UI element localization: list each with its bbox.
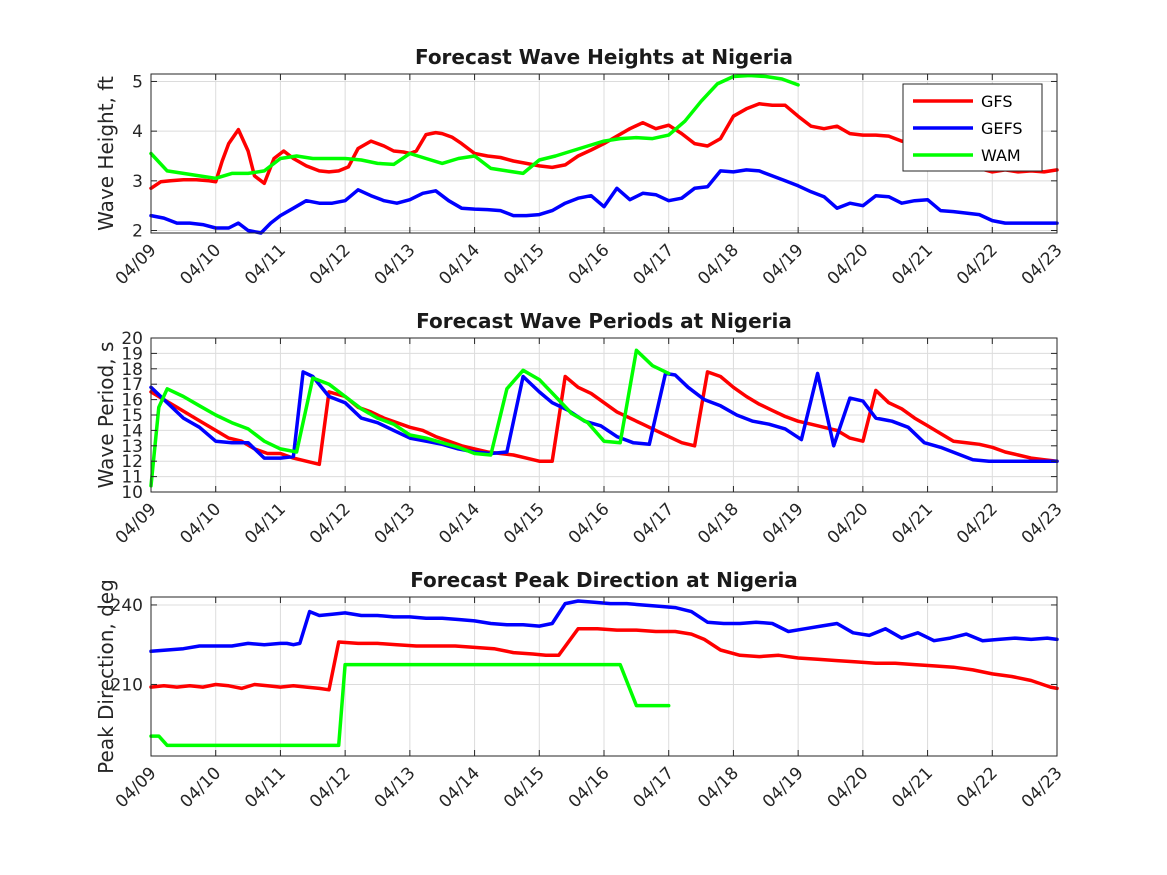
period-y-tick-label: 15	[121, 406, 143, 426]
direction-x-tick-label: 04/14	[435, 763, 484, 812]
height-x-tick-label: 04/19	[759, 240, 808, 289]
direction-x-tick-label: 04/21	[888, 763, 937, 812]
period-y-tick-label: 11	[121, 468, 143, 488]
height-x-tick-label: 04/21	[888, 240, 937, 289]
period-x-tick-label: 04/12	[306, 499, 355, 548]
direction-x-tick-label: 04/19	[759, 763, 808, 812]
legend-label-gfs: GFS	[981, 92, 1012, 111]
period-y-tick-label: 17	[121, 375, 143, 395]
height-series-gfs-line	[149, 102, 1059, 191]
height-x-tick-label: 04/16	[565, 240, 614, 289]
period-x-tick-label: 04/22	[953, 499, 1002, 548]
period-y-tick-label: 18	[121, 360, 143, 380]
period-x-tick-label: 04/13	[371, 499, 420, 548]
legend-label-wam: WAM	[981, 146, 1021, 165]
period-y-tick-label: 12	[121, 452, 143, 472]
wave-height-panel: 2 3 4 5 04/09 04/10 04/11 04/12 04/13 04/14 04/15 0…	[94, 45, 1067, 289]
direction-x-tick-label: 04/10	[176, 763, 225, 812]
height-x-tick-label: 04/11	[241, 240, 290, 289]
direction-x-tick-label: 04/20	[824, 763, 873, 812]
direction-x-tick-label: 04/09	[112, 763, 161, 812]
period-y-tick-label: 13	[121, 437, 143, 457]
period-x-tick-label: 04/09	[112, 499, 161, 548]
period-x-tick-label: 04/20	[824, 499, 873, 548]
direction-x-tick-label: 04/16	[565, 763, 614, 812]
height-x-tick-label: 04/12	[306, 240, 355, 289]
height-x-tick-label: 04/22	[953, 240, 1002, 289]
period-y-axis-label: Wave Period, s	[94, 342, 118, 489]
period-x-tick-label: 04/15	[500, 499, 549, 548]
direction-y-tick-label: 240	[111, 596, 143, 616]
period-y-tick-label: 14	[121, 421, 143, 441]
height-x-tick-label: 04/18	[694, 240, 743, 289]
height-x-tick-label: 04/20	[824, 240, 873, 289]
direction-series-gefs-line	[149, 599, 1059, 654]
height-grid	[150, 74, 1058, 233]
direction-x-tick-label: 04/23	[1018, 763, 1067, 812]
direction-x-tick-label: 04/22	[953, 763, 1002, 812]
height-y-tick-label: 4	[132, 122, 143, 142]
period-y-tick-label: 19	[121, 344, 143, 364]
height-x-tick-label: 04/17	[629, 240, 678, 289]
direction-y-axis-label: Peak Direction, deg	[94, 579, 118, 774]
height-x-tick-label: 04/23	[1018, 240, 1067, 289]
direction-chart-title: Forecast Peak Direction at Nigeria	[410, 568, 798, 592]
period-series-wam-line	[149, 348, 671, 488]
direction-y-tick-label: 210	[111, 675, 143, 695]
period-x-tick-label: 04/19	[759, 499, 808, 548]
height-x-tick-label: 04/13	[371, 240, 420, 289]
direction-series-gfs-line	[149, 627, 1059, 692]
height-y-tick-label: 5	[132, 72, 143, 92]
height-series-wam-line	[149, 73, 800, 181]
height-y-axis-label: Wave Height, ft	[94, 76, 118, 231]
period-x-tick-label: 04/23	[1018, 499, 1067, 548]
height-chart-title: Forecast Wave Heights at Nigeria	[415, 45, 793, 69]
period-series-gfs-line	[149, 370, 1059, 467]
period-chart-title: Forecast Wave Periods at Nigeria	[416, 309, 792, 333]
direction-x-tick-label: 04/18	[694, 763, 743, 812]
direction-x-tick-label: 04/15	[500, 763, 549, 812]
height-series-gefs-line	[149, 168, 1059, 235]
height-x-tick-label: 04/10	[176, 240, 225, 289]
period-x-tick-label: 04/10	[176, 499, 225, 548]
direction-series-wam-line	[149, 662, 671, 748]
legend: GFS GEFS WAM	[902, 83, 1043, 172]
height-x-tick-label: 04/09	[112, 240, 161, 289]
period-x-tick-label: 04/14	[435, 499, 484, 548]
period-x-tick-label: 04/11	[241, 499, 290, 548]
height-y-tick-label: 3	[132, 172, 143, 192]
period-x-tick-label: 04/18	[694, 499, 743, 548]
height-y-tick-label: 2	[132, 222, 143, 242]
period-series-gefs-line	[149, 370, 1059, 463]
direction-x-tick-label: 04/17	[629, 763, 678, 812]
direction-x-tick-label: 04/13	[371, 763, 420, 812]
period-x-tick-label: 04/17	[629, 499, 678, 548]
height-x-tick-label: 04/15	[500, 240, 549, 289]
period-y-tick-label: 20	[121, 329, 143, 349]
direction-x-tick-label: 04/12	[306, 763, 355, 812]
legend-label-gefs: GEFS	[981, 119, 1023, 138]
period-x-tick-label: 04/16	[565, 499, 614, 548]
height-x-tick-label: 04/14	[435, 240, 484, 289]
period-x-tick-label: 04/21	[888, 499, 937, 548]
direction-x-tick-label: 04/11	[241, 763, 290, 812]
period-y-tick-label: 10	[121, 483, 143, 503]
peak-direction-panel: 210 240 04/09 04/10 04/11 04/12 04/13 04/14 04/1…	[94, 568, 1067, 812]
period-y-tick-label: 16	[121, 391, 143, 411]
